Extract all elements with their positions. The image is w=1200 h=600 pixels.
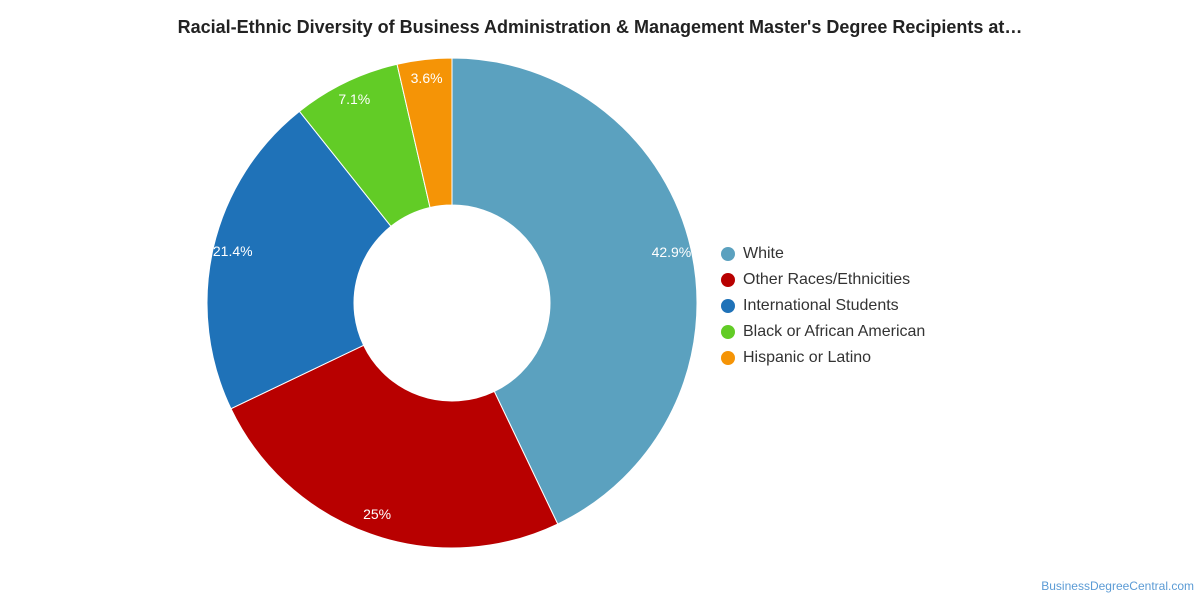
slice-other-races-ethnicities[interactable] — [230, 344, 559, 549]
slice-white[interactable] — [451, 57, 698, 525]
legend-label: White — [743, 245, 784, 262]
slice-international-students[interactable] — [206, 110, 392, 410]
slice-label-black-or-african-american: 7.1% — [338, 91, 370, 107]
legend-swatch — [721, 325, 735, 339]
slice-label-hispanic-or-latino: 3.6% — [411, 70, 443, 86]
slice-label-white: 42.9% — [652, 244, 692, 260]
legend-label: International Students — [743, 297, 899, 314]
donut-slices — [206, 57, 698, 549]
legend-swatch — [721, 273, 735, 287]
legend-item-international-students[interactable]: International Students — [721, 293, 925, 319]
slice-label-other-races-ethnicities: 25% — [363, 506, 391, 522]
slice-hispanic-or-latino[interactable] — [396, 57, 453, 209]
legend-item-other-races-ethnicities[interactable]: Other Races/Ethnicities — [721, 267, 925, 293]
chart-legend: White Other Races/Ethnicities Internationa… — [721, 241, 925, 371]
legend-item-black-or-african-american[interactable]: Black or African American — [721, 319, 925, 345]
legend-swatch — [721, 299, 735, 313]
legend-label: Hispanic or Latino — [743, 349, 872, 366]
chart-title: Racial-Ethnic Diversity of Business Admi… — [177, 17, 1023, 37]
legend-label: Other Races/Ethnicities — [743, 271, 911, 288]
legend-swatch — [721, 247, 735, 261]
slice-label-international-students: 21.4% — [213, 243, 253, 259]
slice-labels: 42.9% 25% 21.4% 7.1% 3.6% — [213, 70, 691, 522]
legend-label: Black or African American — [743, 323, 926, 340]
legend-swatch — [721, 351, 735, 365]
source-credit-link[interactable]: BusinessDegreeCentral.com — [1041, 579, 1194, 593]
legend-item-white[interactable]: White — [721, 241, 925, 267]
legend-item-hispanic-or-latino[interactable]: Hispanic or Latino — [721, 345, 925, 371]
